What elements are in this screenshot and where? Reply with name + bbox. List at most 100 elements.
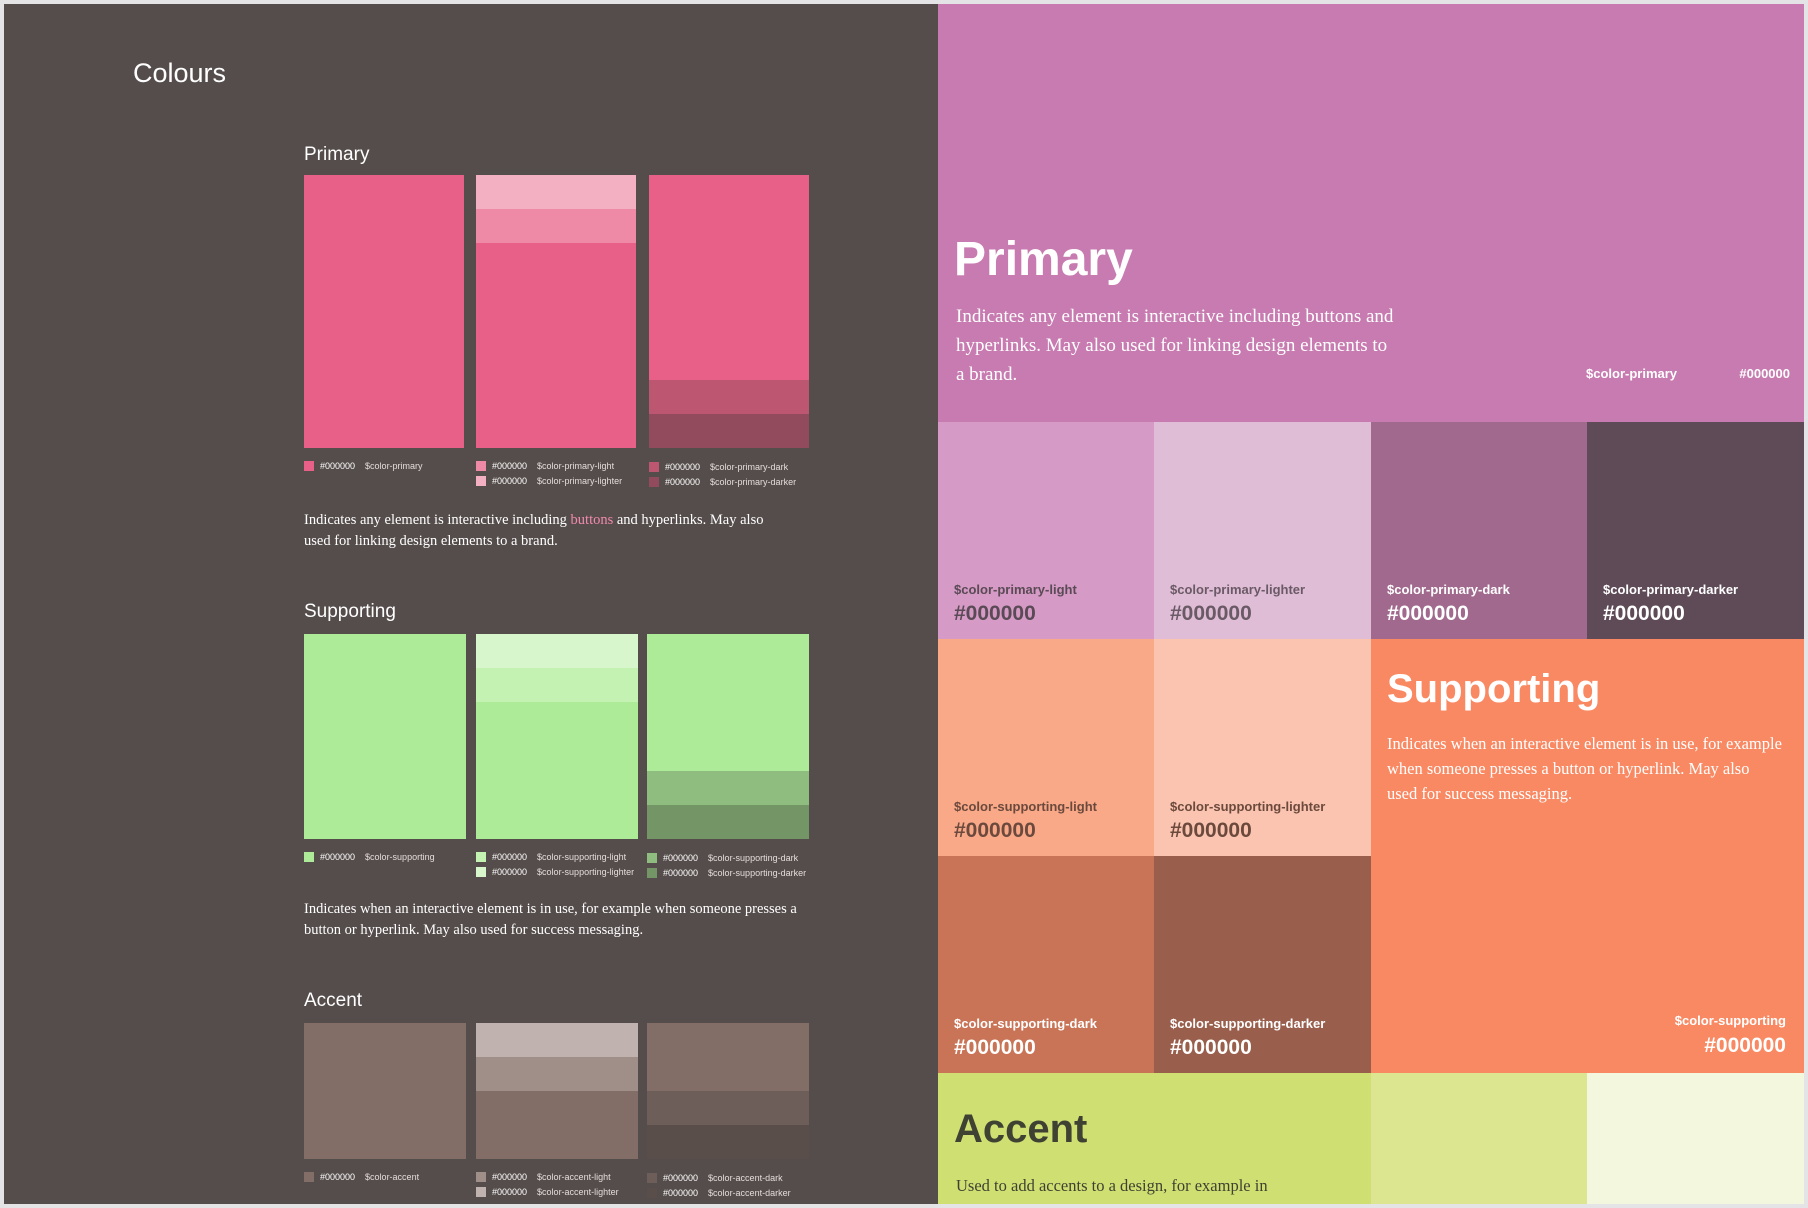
legend-primary-lighter: #000000 $color-primary-lighter: [476, 476, 622, 486]
legend-hex: #000000: [492, 867, 528, 877]
legend-name: $color-accent-lighter: [537, 1187, 619, 1197]
supporting-swatch-card: [304, 634, 466, 839]
supporting-light-tile: $color-supporting-light #000000: [938, 639, 1154, 856]
legend-hex: #000000: [320, 852, 356, 862]
accent-tile-description: Used to add accents to a design, for exa…: [956, 1176, 1268, 1195]
tile-name: $color-primary-dark: [1387, 582, 1510, 597]
legend-name: $color-supporting-light: [537, 852, 627, 862]
tile-hex: #000000: [1170, 602, 1252, 625]
legend-swatch: [476, 1187, 486, 1197]
primary-title: Primary: [954, 233, 1133, 286]
legend-name: $color-accent-darker: [708, 1188, 791, 1198]
primary-tile-description: Indicates any element is interactive inc…: [956, 306, 1394, 385]
legend-hex: #000000: [663, 868, 699, 878]
primary-var-name: $color-primary: [1586, 366, 1678, 381]
supporting-light-band: [476, 668, 638, 702]
primary-darker-band: [649, 414, 809, 448]
supporting-light-swatch-card: [476, 634, 638, 839]
legend-accent-lighter: #000000 $color-accent-lighter: [476, 1187, 619, 1197]
tile-hex: #000000: [954, 602, 1036, 625]
tile-hex: #000000: [1170, 1036, 1252, 1059]
legend-swatch: [476, 1172, 486, 1182]
supporting-tile-description: Indicates when an interactive element is…: [1387, 734, 1782, 803]
legend-swatch: [476, 852, 486, 862]
legend-hex: #000000: [492, 852, 528, 862]
accent-light-tile: [1371, 1073, 1587, 1204]
legend-primary-dark: #000000 $color-primary-dark: [649, 462, 788, 472]
primary-lighter-tile: $color-primary-lighter #000000: [1154, 422, 1371, 639]
legend-swatch: [647, 868, 657, 878]
legend-name: $color-supporting: [365, 852, 435, 862]
accent-swatch-card: [304, 1023, 466, 1159]
tile-hex: #000000: [954, 1036, 1036, 1059]
legend-accent-darker: #000000 $color-accent-darker: [647, 1188, 791, 1198]
primary-swatch-card: [304, 175, 464, 448]
accent-darker-band: [647, 1125, 809, 1159]
buttons-link[interactable]: buttons: [570, 512, 614, 528]
accent-light-band: [476, 1057, 638, 1091]
primary-description-text-end: and hyperlinks. May also used for linkin…: [304, 512, 764, 549]
legend-swatch: [649, 477, 659, 487]
legend-hex: #000000: [492, 461, 528, 471]
tile-name: $color-supporting-darker: [1170, 1016, 1326, 1031]
legend-swatch: [647, 853, 657, 863]
legend-hex: #000000: [663, 1188, 699, 1198]
page-title: Colours: [133, 58, 227, 88]
legend-supporting-light: #000000 $color-supporting-light: [476, 852, 626, 862]
legend-hex: #000000: [492, 1172, 528, 1182]
supporting-title: Supporting: [1387, 667, 1601, 711]
legend-supporting-lighter: #000000 $color-supporting-lighter: [476, 867, 634, 877]
accent-dark-swatch-card: [647, 1023, 809, 1159]
legend-name: $color-primary-lighter: [537, 476, 623, 486]
legend-accent-dark: #000000 $color-accent-dark: [647, 1173, 783, 1183]
tile-name: $color-primary-darker: [1603, 582, 1739, 597]
legend-name: $color-primary: [365, 461, 423, 471]
supporting-darker-tile: $color-supporting-darker #000000: [1154, 856, 1371, 1073]
legend-swatch: [304, 1172, 314, 1182]
legend-hex: #000000: [665, 477, 701, 487]
primary-light-band: [476, 209, 636, 243]
primary-dark-band: [649, 380, 809, 414]
tile-name: $color-primary-light: [954, 582, 1077, 597]
supporting-var-name: $color-supporting: [1674, 1013, 1786, 1028]
tile-hex: #000000: [1170, 819, 1252, 842]
legend-hex: #000000: [663, 853, 699, 863]
legend-name: $color-primary-dark: [710, 462, 789, 472]
legend-swatch: [476, 476, 486, 486]
legend-accent-light: #000000 $color-accent-light: [476, 1172, 611, 1182]
legend-supporting: #000000 $color-supporting: [304, 852, 435, 862]
legend-name: $color-primary-light: [537, 461, 615, 471]
supporting-lighter-tile: $color-supporting-lighter #000000: [1154, 639, 1371, 856]
legend-swatch: [647, 1188, 657, 1198]
legend-name: $color-accent-light: [537, 1172, 611, 1182]
tile-hex: #000000: [1387, 602, 1469, 625]
primary-hex: #000000: [1739, 366, 1790, 381]
supporting-description: Indicates when an interactive element is…: [304, 901, 797, 938]
primary-dark-tile: $color-primary-dark #000000: [1371, 422, 1587, 639]
legend-swatch: [647, 1173, 657, 1183]
legend-supporting-dark: #000000 $color-supporting-dark: [647, 853, 798, 863]
supporting-darker-band: [647, 805, 809, 839]
tile-hex: #000000: [1603, 602, 1685, 625]
tile-hex: #000000: [954, 819, 1036, 842]
legend-hex: #000000: [320, 1172, 356, 1182]
supporting-dark-swatch-card: [647, 634, 809, 839]
supporting-lighter-band: [476, 634, 638, 668]
legend-primary-darker: #000000 $color-primary-darker: [649, 477, 796, 487]
primary-lighter-band: [476, 175, 636, 209]
primary-heading: Primary: [304, 144, 370, 165]
legend-name: $color-accent-dark: [708, 1173, 783, 1183]
primary-light-tile: $color-primary-light #000000: [938, 422, 1154, 639]
accent-main-tile: Accent Used to add accents to a design, …: [938, 1073, 1371, 1204]
tile-name: $color-supporting-light: [954, 799, 1097, 814]
legend-name: $color-primary-darker: [710, 477, 797, 487]
legend-primary: #000000 $color-primary: [304, 461, 423, 471]
legend-swatch: [304, 852, 314, 862]
legend-name: $color-supporting-darker: [708, 868, 807, 878]
legend-hex: #000000: [320, 461, 356, 471]
tile-name: $color-supporting-dark: [954, 1016, 1098, 1031]
legend-supporting-darker: #000000 $color-supporting-darker: [647, 868, 806, 878]
tile-name: $color-supporting-lighter: [1170, 799, 1326, 814]
legend-hex: #000000: [663, 1173, 699, 1183]
legend-primary-light: #000000 $color-primary-light: [476, 461, 614, 471]
